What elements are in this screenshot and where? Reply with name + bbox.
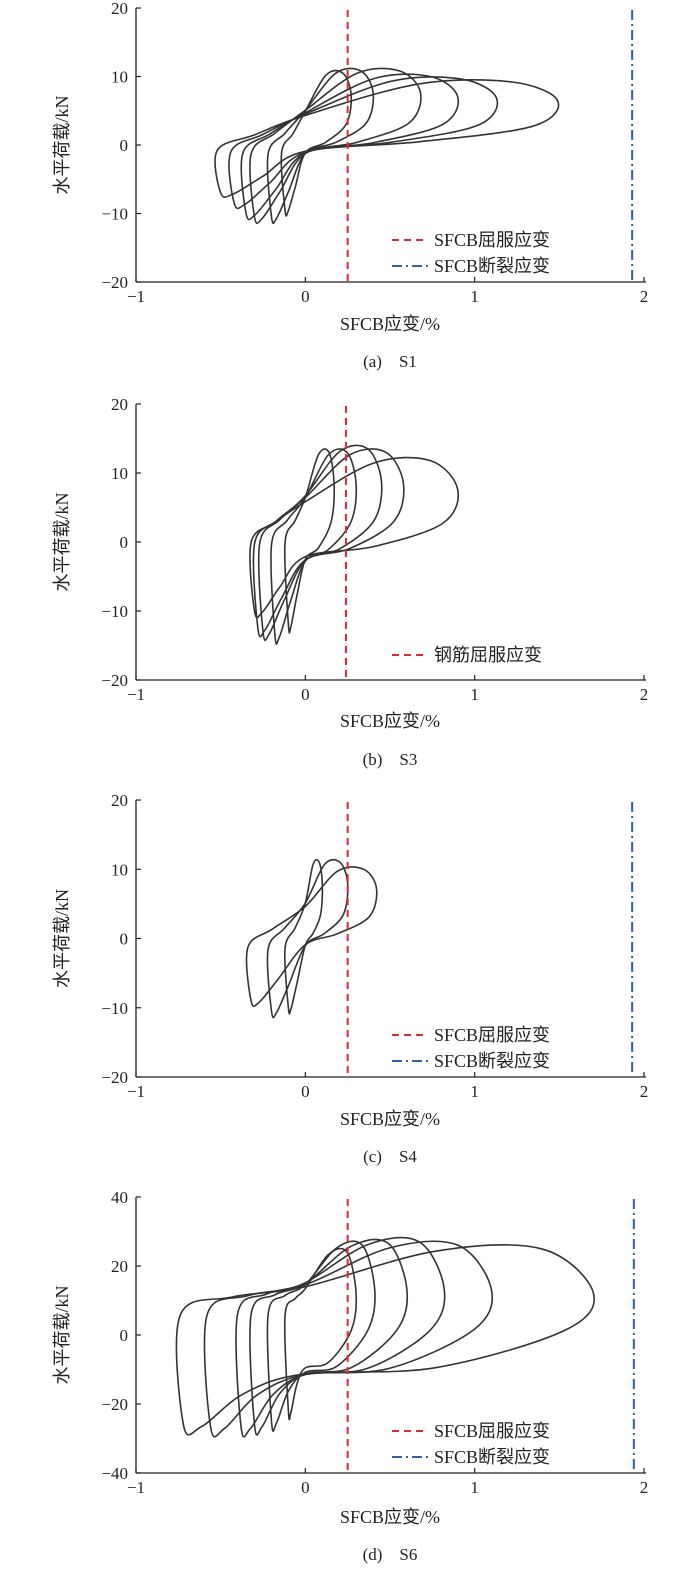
hysteresis-loop — [175, 1244, 595, 1436]
x-tick-label: −1 — [127, 1478, 145, 1497]
y-tick-label: 20 — [111, 791, 128, 810]
hysteresis-loop — [257, 444, 383, 642]
x-tick-label: 2 — [640, 1082, 649, 1101]
y-tick-label: 20 — [111, 1257, 128, 1276]
hysteresis-loop — [249, 67, 422, 225]
x-tick-label: 1 — [470, 1082, 479, 1101]
x-tick-label: 1 — [470, 685, 479, 704]
y-tick-label: 40 — [111, 1188, 128, 1207]
legend-label: SFCB屈服应变 — [434, 230, 550, 250]
y-tick-label: −20 — [101, 273, 128, 292]
hysteresis-loop — [283, 858, 324, 1015]
hysteresis-loop — [249, 1238, 409, 1436]
panel-caption: (d) S6 — [363, 1545, 418, 1564]
hysteresis-loop — [280, 69, 353, 217]
legend-label: 钢筋屈服应变 — [434, 645, 542, 665]
hysteresis-loop — [266, 1240, 376, 1432]
hysteresis-loop — [270, 448, 358, 645]
y-tick-label: −20 — [101, 1068, 128, 1087]
y-tick-label: 10 — [111, 860, 128, 879]
legend-label: SFCB断裂应变 — [434, 1051, 550, 1071]
legend-label: SFCB屈服应变 — [434, 1421, 550, 1441]
panel-caption: (a) S1 — [363, 352, 417, 371]
y-tick-label: −10 — [101, 999, 128, 1018]
y-tick-label: 0 — [120, 930, 129, 949]
x-tick-label: 2 — [640, 1478, 649, 1497]
y-tick-label: −10 — [101, 205, 128, 224]
y-tick-label: −10 — [101, 602, 128, 621]
x-axis-title: SFCB应变/% — [340, 1507, 440, 1527]
y-tick-label: 0 — [120, 1326, 129, 1345]
panel-caption: (c) S4 — [363, 1147, 417, 1166]
hysteresis-loop — [266, 858, 349, 1019]
y-tick-label: −20 — [101, 1395, 128, 1414]
x-tick-label: −1 — [127, 1082, 145, 1101]
x-tick-label: 2 — [640, 685, 649, 704]
hysteresis-loop — [283, 448, 335, 634]
x-tick-label: 0 — [301, 287, 310, 306]
y-tick-label: 0 — [120, 533, 129, 552]
y-tick-label: 20 — [111, 0, 128, 18]
y-axis-title: 水平荷载/kN — [52, 95, 72, 194]
y-tick-label: 20 — [111, 395, 128, 414]
x-tick-label: 2 — [640, 287, 649, 306]
legend-label: SFCB断裂应变 — [434, 256, 550, 276]
hysteresis-loop — [245, 866, 378, 1008]
y-axis-title: 水平荷载/kN — [52, 1285, 72, 1384]
hysteresis-loop — [235, 1236, 446, 1438]
x-axis-title: SFCB应变/% — [340, 314, 440, 334]
y-tick-label: 10 — [111, 68, 128, 87]
y-axis-title: 水平荷载/kN — [52, 889, 72, 988]
legend-label: SFCB断裂应变 — [434, 1447, 550, 1467]
hysteresis-loop — [249, 456, 460, 619]
hysteresis-loop — [266, 67, 375, 225]
x-tick-label: 0 — [301, 1082, 310, 1101]
y-tick-label: −40 — [101, 1464, 128, 1483]
x-axis-title: SFCB应变/% — [340, 1109, 440, 1129]
x-tick-label: 1 — [470, 1478, 479, 1497]
legend-label: SFCB屈服应变 — [434, 1025, 550, 1045]
y-axis-title: 水平荷载/kN — [52, 492, 72, 591]
x-tick-label: −1 — [127, 685, 145, 704]
hysteresis-loop — [283, 1247, 358, 1421]
y-tick-label: 0 — [120, 136, 129, 155]
hysteresis-loop — [240, 73, 460, 221]
x-tick-label: 0 — [301, 685, 310, 704]
x-tick-label: 0 — [301, 1478, 310, 1497]
panel-caption: (b) S3 — [363, 750, 418, 769]
hysteresis-loop — [203, 1240, 494, 1438]
x-axis-title: SFCB应变/% — [340, 711, 440, 731]
hysteresis-loop — [214, 79, 560, 198]
y-tick-label: −20 — [101, 671, 128, 690]
x-tick-label: −1 — [127, 287, 145, 306]
panel-3: −40 −20 0 20 40 −1 0 1 2 SFCB应变/% 水平荷载/kN (d) S6 SFC… — [52, 1188, 648, 1564]
y-tick-label: 10 — [111, 464, 128, 483]
x-tick-label: 1 — [470, 287, 479, 306]
hysteresis-loop — [228, 76, 499, 210]
